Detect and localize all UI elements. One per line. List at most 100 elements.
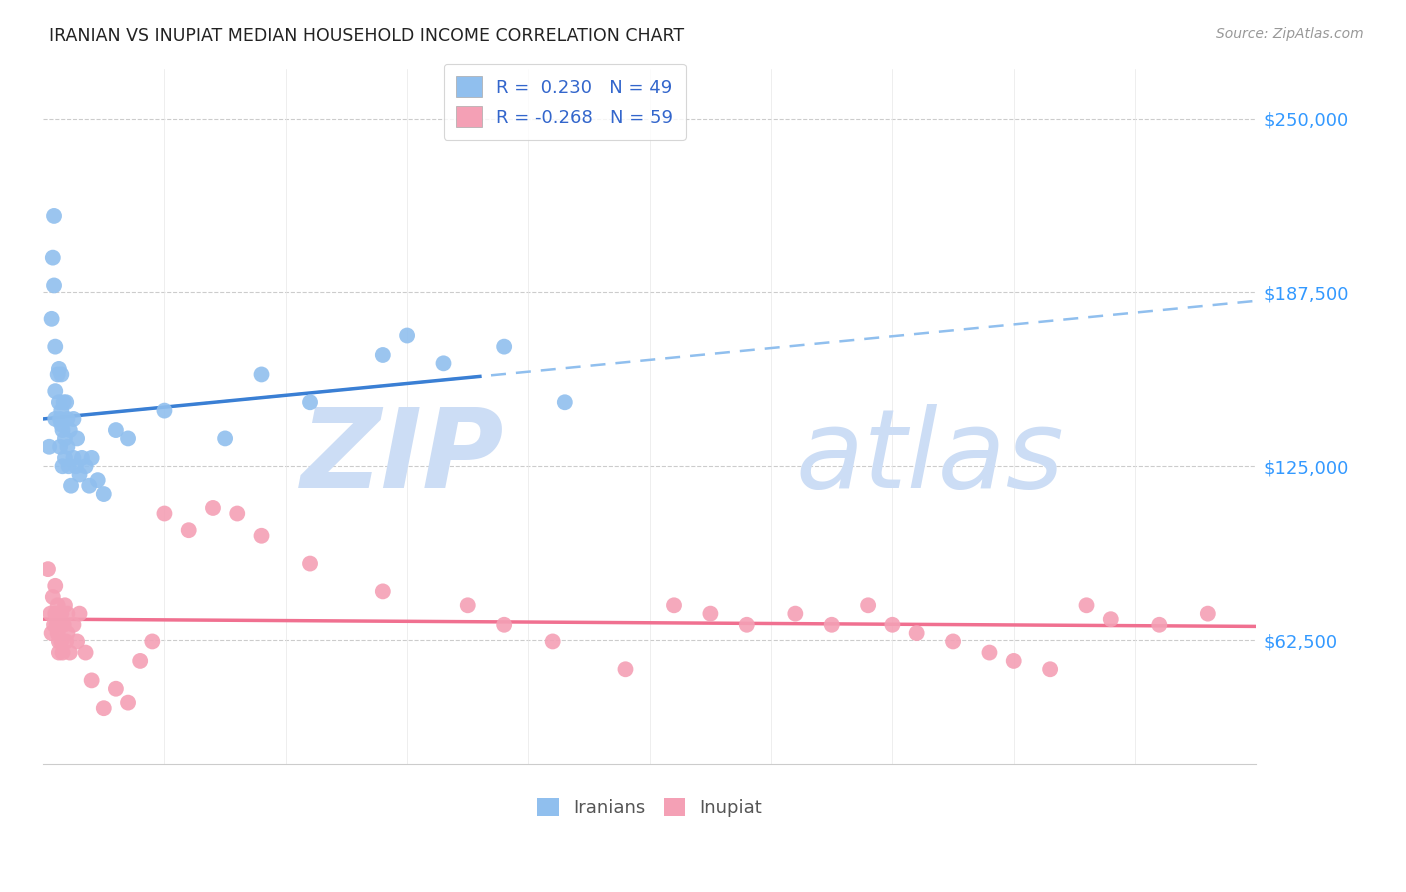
Point (56, 626, 79, 640)
Point (38, 440, 60, 454)
Point (299, 395, 322, 409)
Point (44, 579, 66, 593)
Point (42, 617, 65, 632)
Point (46, 626, 69, 640)
Point (59, 646, 82, 660)
Point (75, 646, 97, 660)
Point (1149, 617, 1171, 632)
Point (432, 356, 454, 370)
Point (55, 634, 77, 648)
Point (821, 617, 844, 632)
Point (41, 626, 63, 640)
Point (1076, 599, 1098, 613)
Point (86, 473, 108, 487)
Point (51, 459, 73, 474)
Point (42, 278, 65, 293)
Point (371, 348, 394, 362)
Point (1039, 662, 1062, 676)
Point (66, 634, 89, 648)
Point (53, 450, 76, 465)
Point (93, 487, 115, 501)
Point (55, 395, 77, 409)
Point (56, 440, 79, 454)
Point (66, 432, 89, 446)
Text: ZIP: ZIP (301, 404, 505, 511)
Point (53, 599, 76, 613)
Point (735, 617, 758, 632)
Point (62, 617, 84, 632)
Point (69, 607, 91, 621)
Point (44, 340, 66, 354)
Legend: Iranians, Inupiat: Iranians, Inupiat (530, 790, 769, 824)
Point (51, 607, 73, 621)
Point (396, 328, 419, 343)
Point (56, 412, 79, 426)
Point (882, 617, 904, 632)
Point (153, 403, 176, 417)
Point (51, 423, 73, 437)
Point (51, 403, 73, 417)
Point (129, 654, 152, 668)
Point (226, 507, 249, 521)
Point (80, 673, 103, 688)
Point (494, 617, 516, 632)
Text: atlas: atlas (796, 404, 1064, 511)
Point (614, 662, 637, 676)
Point (177, 523, 200, 537)
Point (62, 450, 84, 465)
Point (856, 599, 879, 613)
Point (979, 646, 1001, 660)
Point (49, 617, 72, 632)
Point (1099, 612, 1122, 626)
Point (56, 607, 79, 621)
Point (49, 412, 72, 426)
Point (1002, 654, 1025, 668)
Point (153, 507, 176, 521)
Point (45, 617, 67, 632)
Point (662, 599, 685, 613)
Point (41, 311, 63, 326)
Point (44, 607, 66, 621)
Point (60, 479, 83, 493)
Point (51, 417, 73, 432)
Point (46, 599, 69, 613)
Point (39, 607, 62, 621)
Point (1197, 607, 1219, 621)
Point (117, 432, 139, 446)
Point (44, 412, 66, 426)
Point (62, 412, 84, 426)
Point (42, 251, 65, 265)
Text: Source: ZipAtlas.com: Source: ZipAtlas.com (1216, 27, 1364, 41)
Point (104, 423, 127, 437)
Point (250, 368, 273, 382)
Point (49, 440, 72, 454)
Point (905, 626, 928, 640)
Point (201, 500, 224, 515)
Point (44, 384, 66, 398)
Point (942, 634, 965, 648)
Point (70, 450, 93, 465)
Point (51, 634, 73, 648)
Point (75, 459, 97, 474)
Point (77, 479, 100, 493)
Point (104, 681, 127, 696)
Point (457, 599, 479, 613)
Point (59, 423, 82, 437)
Point (53, 432, 76, 446)
Point (541, 634, 564, 648)
Point (48, 646, 70, 660)
Point (51, 646, 73, 660)
Point (250, 529, 273, 543)
Text: IRANIAN VS INUPIAT MEDIAN HOUSEHOLD INCOME CORRELATION CHART: IRANIAN VS INUPIAT MEDIAN HOUSEHOLD INCO… (49, 27, 685, 45)
Point (46, 368, 69, 382)
Point (117, 696, 139, 710)
Point (299, 557, 322, 571)
Point (699, 607, 721, 621)
Point (58, 459, 80, 474)
Point (554, 395, 576, 409)
Point (52, 395, 75, 409)
Point (93, 701, 115, 715)
Point (214, 432, 236, 446)
Point (80, 450, 103, 465)
Point (69, 467, 91, 482)
